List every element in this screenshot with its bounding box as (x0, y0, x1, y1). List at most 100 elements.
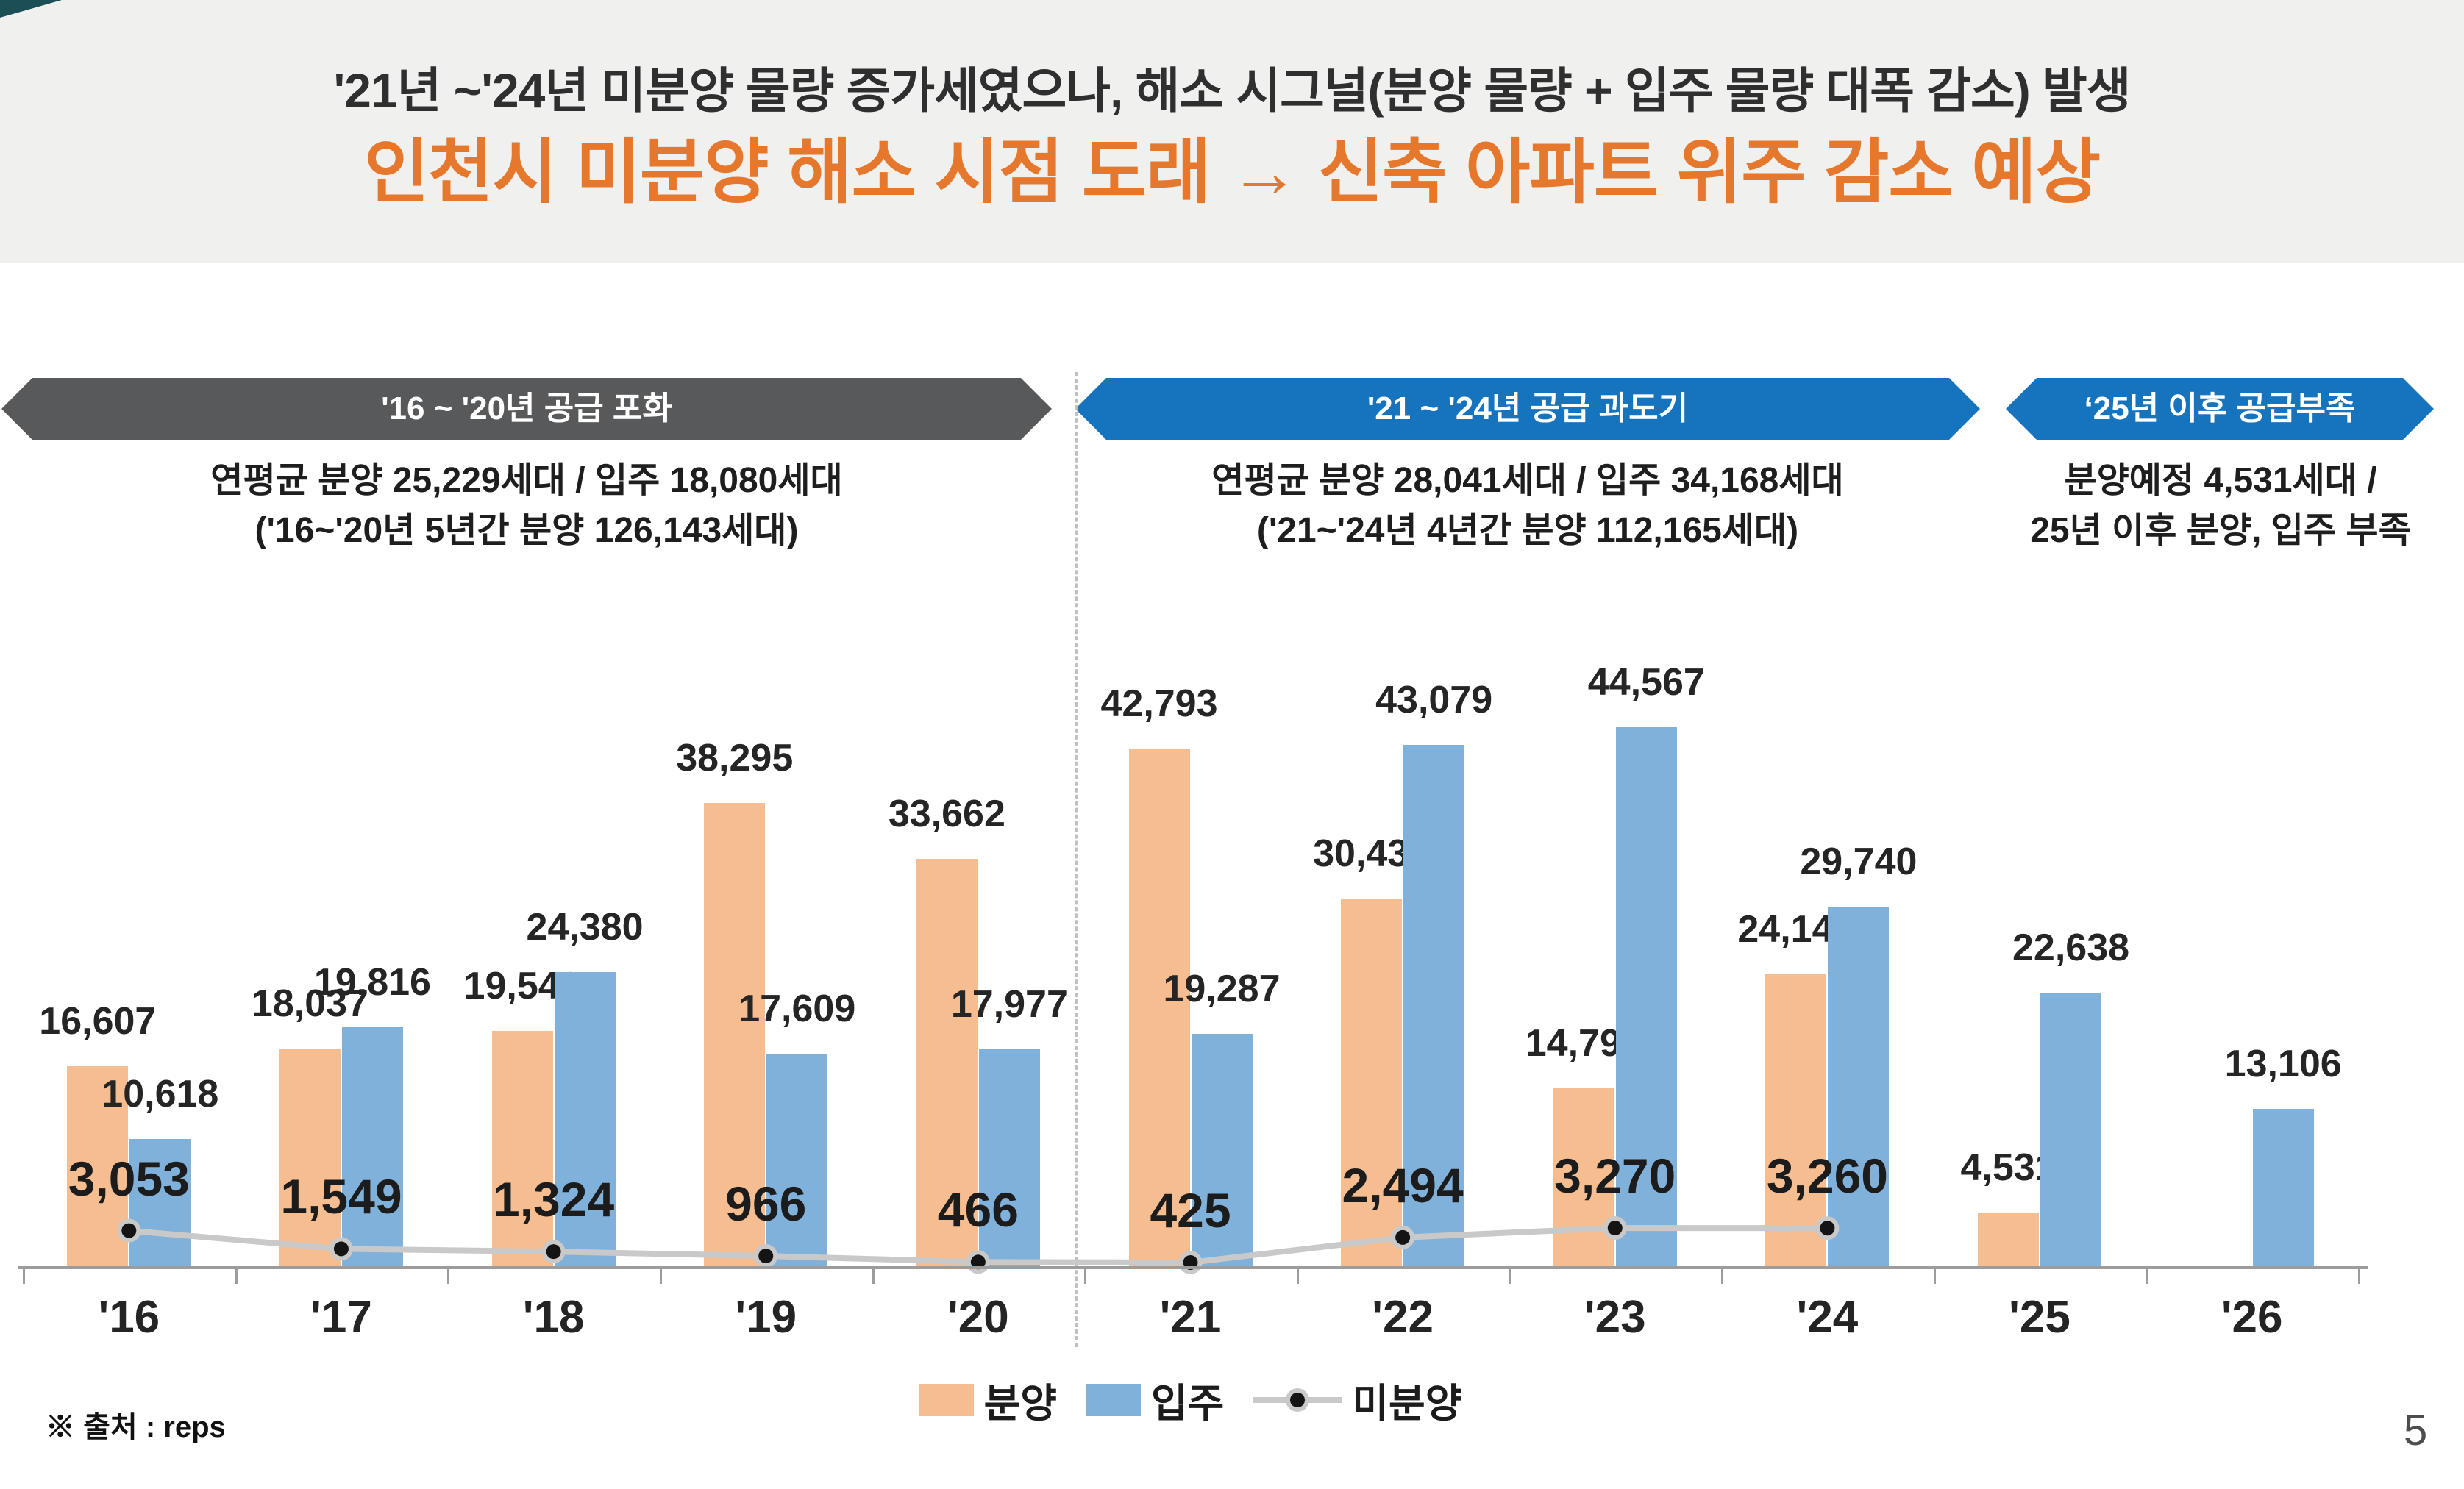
bar-label-분양-'19: 38,295 (676, 737, 794, 780)
bar-입주-'20 (978, 1049, 1040, 1268)
bar-label-분양-'21: 42,793 (1100, 682, 1218, 725)
bar-입주-'26 (2252, 1108, 2314, 1268)
bar-label-입주-'18: 24,380 (526, 905, 644, 949)
legend-item-입주: 입주 (1086, 1371, 1224, 1429)
x-tick (872, 1268, 875, 1284)
bar-label-분양-'16: 16,607 (39, 999, 157, 1043)
line-label-'21: 425 (1150, 1183, 1231, 1238)
unsold-line (117, 1216, 1840, 1274)
line-dot (1183, 1254, 1198, 1270)
line-label-'16: 3,053 (68, 1151, 190, 1206)
page-title: 인천시 미분양 해소 시점 도래 → 신축 아파트 위주 감소 예상 (363, 133, 2101, 212)
bar-label-분양-'25: 4,531 (1960, 1146, 2057, 1190)
line-dot (1607, 1221, 1623, 1236)
phase-desc-1-line2: ('16~'20년 5년간 분양 126,143세대) (254, 511, 799, 550)
period-divider (1075, 372, 1078, 1347)
legend: 분양 입주 미분양 (23, 1371, 2358, 1429)
line-label-'23: 3,270 (1554, 1149, 1676, 1204)
legend-swatch-icon (1086, 1383, 1141, 1416)
x-tick (1084, 1268, 1087, 1284)
bar-입주-'17 (341, 1026, 403, 1268)
legend-item-미분양: 미분양 (1253, 1371, 1461, 1429)
page-number: 5 (2404, 1407, 2428, 1454)
x-tick-label-'26: '26 (2221, 1292, 2283, 1343)
x-tick-label-'21: '21 (1159, 1292, 1222, 1343)
phase-desc-3: 분양예정 4,531세대 / 25년 이후 분양, 입주 부족 (2000, 456, 2441, 556)
bar-label-입주-'19: 17,609 (738, 988, 856, 1031)
x-tick-label-'20: '20 (947, 1292, 1009, 1343)
line-label-'24: 3,260 (1766, 1149, 1888, 1204)
x-tick (23, 1268, 25, 1284)
phase-desc-1: 연평균 분양 25,229세대 / 입주 18,080세대 ('16~'20년 … (85, 456, 968, 556)
bar-분양-'20 (916, 859, 978, 1268)
phase-desc-1-line1: 연평균 분양 25,229세대 / 입주 18,080세대 (210, 461, 843, 500)
bar-label-입주-'26: 13,106 (2224, 1042, 2342, 1085)
bar-label-입주-'23: 44,567 (1587, 660, 1705, 704)
x-tick-label-'25: '25 (2009, 1292, 2070, 1343)
x-tick-label-'18: '18 (522, 1292, 585, 1343)
line-dot (333, 1241, 349, 1257)
x-tick (2358, 1268, 2360, 1284)
legend-line-icon (1253, 1384, 1342, 1416)
bar-입주-'22 (1403, 745, 1465, 1268)
x-tick (1721, 1268, 1724, 1284)
supply-chart: 16,607 10,618 3,053 18,037 19,816 1,549 19,542… (23, 661, 2358, 1274)
bar-입주-'25 (2040, 993, 2102, 1268)
legend-label: 분양 (983, 1382, 1057, 1426)
x-tick (235, 1268, 238, 1284)
bar-분양-'24 (1765, 974, 1827, 1268)
bar-입주-'18 (554, 971, 616, 1268)
line-dot (121, 1223, 137, 1238)
phase-banner-1: '16 ~ '20년 공급 포화 (1, 378, 1052, 440)
phase-desc-3-line1: 분양예정 4,531세대 / (2064, 461, 2377, 500)
line-label-'22: 2,494 (1342, 1157, 1464, 1213)
corner-accent-icon (0, 0, 62, 18)
line-label-'18: 1,324 (492, 1172, 615, 1227)
bar-label-입주-'17: 19,816 (313, 960, 431, 1004)
bar-label-입주-'16: 10,618 (102, 1072, 219, 1115)
x-tick (2146, 1268, 2148, 1284)
x-tick-label-'23: '23 (1584, 1292, 1646, 1343)
line-dot (1820, 1221, 1835, 1236)
x-axis (18, 1266, 2368, 1269)
bar-입주-'24 (1828, 907, 1890, 1268)
phase-banner-3: ‘25년 이후 공급부족 (2006, 378, 2434, 440)
line-dot (758, 1249, 774, 1264)
bar-분양-'25 (1978, 1213, 2040, 1268)
line-dot (546, 1244, 561, 1260)
bar-분양-'18 (491, 1030, 553, 1268)
bar-분양-'17 (279, 1049, 341, 1268)
x-tick-label-'17: '17 (310, 1292, 372, 1343)
phase-desc-2-line2: ('21~'24년 4년간 분양 112,165세대) (1256, 511, 1799, 550)
phase-banner-3-label: ‘25년 이후 공급부족 (2084, 390, 2356, 426)
legend-label: 입주 (1150, 1382, 1225, 1426)
bar-label-입주-'25: 22,638 (2012, 926, 2130, 970)
header-subtitle: '21년 ~'24년 미분양 물량 증가세였으나, 해소 시그널(분양 물량 +… (333, 63, 2131, 118)
bar-label-입주-'21: 19,287 (1163, 967, 1281, 1010)
x-tick-label-'22: '22 (1372, 1292, 1434, 1343)
source-note: ※ 출처 : reps (46, 1411, 226, 1443)
legend-item-분양: 분양 (919, 1371, 1057, 1429)
legend-swatch-icon (919, 1383, 974, 1416)
bar-입주-'21 (1191, 1033, 1253, 1268)
x-tick (659, 1268, 662, 1284)
bar-분양-'19 (704, 803, 766, 1268)
line-label-'17: 1,549 (280, 1169, 402, 1224)
phase-banner-2: '21 ~ '24년 공급 과도기 (1075, 378, 1980, 440)
header-band: '21년 ~'24년 미분양 물량 증가세였으나, 해소 시그널(분양 물량 +… (0, 0, 2464, 263)
bar-label-입주-'24: 29,740 (1800, 840, 1918, 884)
bar-label-입주-'22: 43,079 (1375, 679, 1493, 722)
line-label-'20: 466 (937, 1182, 1019, 1238)
bar-분양-'21 (1128, 748, 1190, 1268)
x-tick (1933, 1268, 1936, 1284)
line-label-'19: 966 (725, 1176, 807, 1232)
line-dot (970, 1254, 986, 1270)
x-tick-label-'19: '19 (735, 1292, 797, 1343)
x-tick (1296, 1268, 1299, 1284)
phase-desc-2-line1: 연평균 분양 28,041세대 / 입주 34,168세대 (1211, 461, 1844, 500)
phase-desc-2: 연평균 분양 28,041세대 / 입주 34,168세대 ('21~'24년 … (1086, 456, 1969, 556)
bar-입주-'16 (129, 1138, 191, 1268)
bar-분양-'22 (1341, 898, 1403, 1268)
bar-label-분양-'20: 33,662 (888, 793, 1005, 836)
